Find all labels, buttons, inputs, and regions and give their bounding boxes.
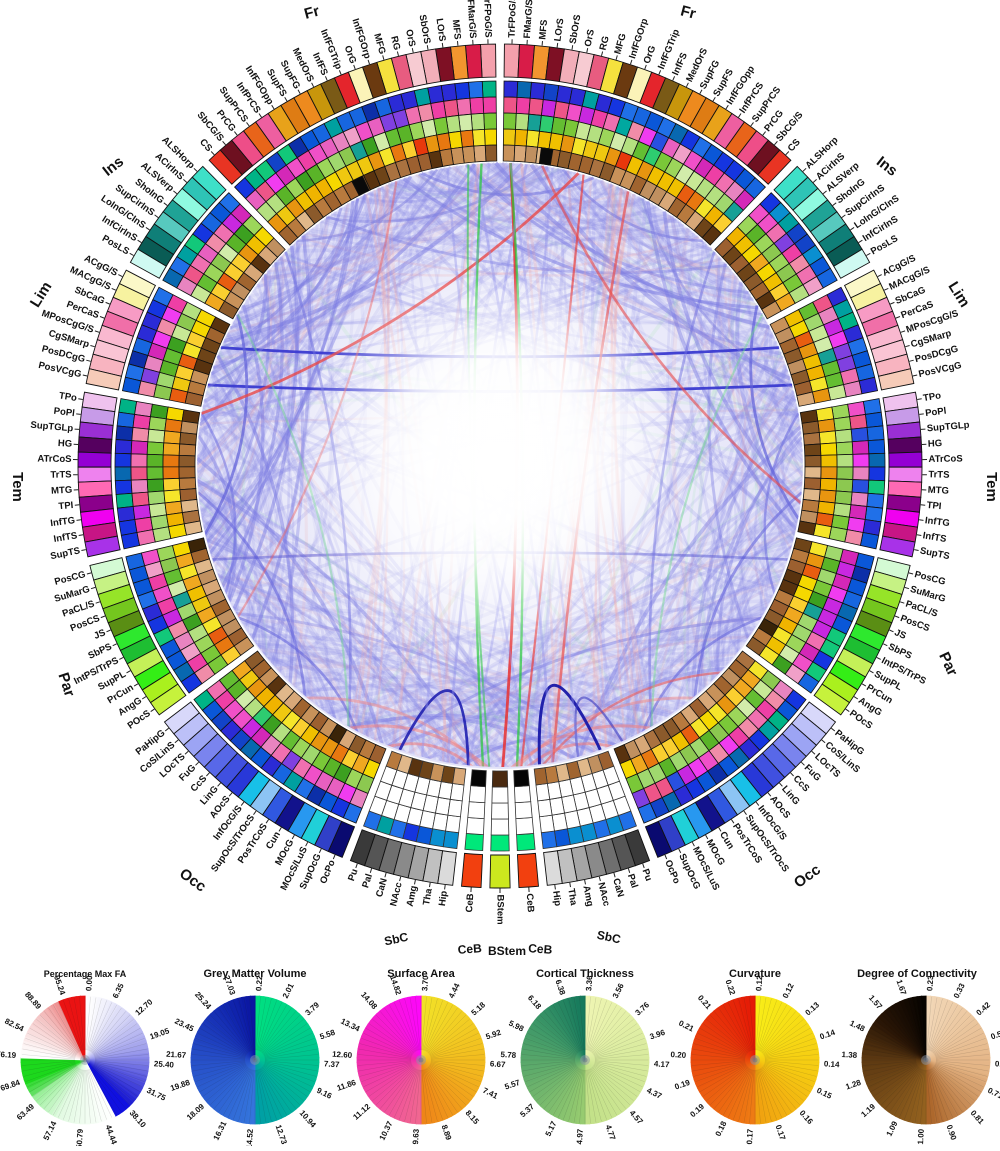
svg-text:7.37: 7.37 xyxy=(324,1059,341,1069)
svg-text:Cortical Thickness: Cortical Thickness xyxy=(536,968,634,980)
svg-text:TrFPoG/S: TrFPoG/S xyxy=(507,0,519,38)
svg-text:ATrCoS: ATrCoS xyxy=(37,453,71,465)
svg-text:4.97: 4.97 xyxy=(575,1128,585,1145)
svg-text:50.79: 50.79 xyxy=(75,1128,85,1146)
svg-text:TPI: TPI xyxy=(926,500,942,512)
svg-text:0.14: 0.14 xyxy=(824,1059,841,1069)
svg-text:CeB: CeB xyxy=(457,941,482,957)
svg-text:Curvature: Curvature xyxy=(729,968,781,980)
svg-text:0.20: 0.20 xyxy=(670,1050,687,1060)
svg-text:CeB: CeB xyxy=(528,941,553,957)
svg-text:6.67: 6.67 xyxy=(490,1059,507,1069)
svg-text:BStem: BStem xyxy=(494,895,505,925)
svg-text:25.40: 25.40 xyxy=(154,1059,175,1069)
svg-text:1.38: 1.38 xyxy=(841,1050,858,1060)
svg-text:Degree of Connectivity: Degree of Connectivity xyxy=(857,968,978,980)
svg-text:4.17: 4.17 xyxy=(654,1059,671,1069)
svg-text:MFS: MFS xyxy=(537,19,550,40)
svg-text:1.00: 1.00 xyxy=(916,1128,926,1145)
svg-text:0.61: 0.61 xyxy=(995,1059,1000,1069)
svg-text:5.78: 5.78 xyxy=(500,1050,517,1060)
svg-text:0.17: 0.17 xyxy=(745,1128,755,1145)
svg-text:ATrCoS: ATrCoS xyxy=(928,453,962,465)
svg-text:BStem: BStem xyxy=(488,944,526,958)
svg-text:HG: HG xyxy=(58,438,73,450)
svg-text:Tem: Tem xyxy=(983,472,1000,502)
svg-text:9.63: 9.63 xyxy=(411,1128,421,1145)
svg-text:TrFPoG/S: TrFPoG/S xyxy=(481,0,493,38)
svg-text:CeB: CeB xyxy=(464,893,476,913)
svg-text:Surface Area: Surface Area xyxy=(387,968,455,980)
svg-text:HG: HG xyxy=(928,438,943,450)
svg-text:Tem: Tem xyxy=(9,472,26,502)
svg-text:MFS: MFS xyxy=(450,19,463,40)
svg-text:12.60: 12.60 xyxy=(332,1050,353,1060)
svg-text:TrTS: TrTS xyxy=(928,469,949,480)
svg-text:21.67: 21.67 xyxy=(166,1050,187,1060)
svg-text:TrTS: TrTS xyxy=(50,469,71,480)
svg-text:MTG: MTG xyxy=(51,485,73,497)
svg-text:Grey Matter Volume: Grey Matter Volume xyxy=(203,968,306,980)
svg-text:CeB: CeB xyxy=(524,893,536,913)
svg-text:Hip: Hip xyxy=(550,890,563,907)
svg-text:TPI: TPI xyxy=(58,500,74,512)
svg-text:Hip: Hip xyxy=(437,890,450,907)
svg-text:MTG: MTG xyxy=(927,485,949,497)
svg-text:76.19: 76.19 xyxy=(0,1050,17,1060)
svg-text:14.52: 14.52 xyxy=(245,1128,255,1146)
svg-text:Percentage Max FA: Percentage Max FA xyxy=(44,969,127,979)
